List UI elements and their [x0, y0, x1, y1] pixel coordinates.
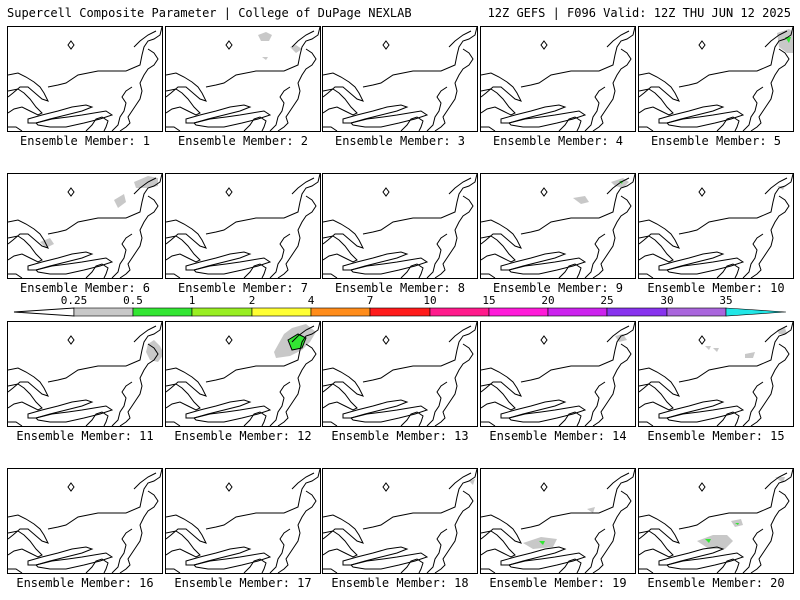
ensemble-panel-3 — [322, 26, 478, 132]
ensemble-panel-17 — [165, 468, 321, 574]
model-run-title: 12Z GEFS | F096 Valid: 12Z THU JUN 12 20… — [487, 6, 791, 20]
basemap-graphic — [166, 174, 320, 278]
ensemble-member-label: Ensemble Member: 3 — [334, 134, 466, 148]
ensemble-member-label: Ensemble Member: 2 — [177, 134, 309, 148]
colorbar-tick-label: 0.5 — [123, 294, 143, 307]
ensemble-member-label: Ensemble Member: 12 — [174, 429, 312, 443]
colorbar-tick-label: 35 — [719, 294, 733, 307]
ensemble-member-label: Ensemble Member: 20 — [647, 576, 785, 590]
ensemble-panel-14 — [480, 321, 636, 427]
colorbar-swatch-6 — [369, 307, 431, 317]
ensemble-member-label: Ensemble Member: 10 — [647, 281, 785, 295]
ensemble-member-label: Ensemble Member: 1 — [19, 134, 151, 148]
basemap-graphic — [323, 322, 477, 426]
colorbar-lower-extension — [13, 307, 75, 317]
colorbar-tick-label: 0.25 — [60, 294, 88, 307]
basemap-graphic — [639, 322, 793, 426]
ensemble-member-label: Ensemble Member: 8 — [334, 281, 466, 295]
basemap-graphic — [8, 322, 162, 426]
colorbar-swatch-12 — [725, 307, 787, 317]
basemap-graphic — [166, 27, 320, 131]
colorbar-swatch-2 — [132, 307, 193, 317]
basemap-graphic — [323, 469, 477, 573]
basemap-graphic — [481, 322, 635, 426]
ensemble-panel-13 — [322, 321, 478, 427]
ensemble-panel-5 — [638, 26, 794, 132]
ensemble-panel-16 — [7, 468, 163, 574]
colorbar-swatch-9 — [547, 307, 608, 317]
ensemble-panel-6 — [7, 173, 163, 279]
ensemble-member-label: Ensemble Member: 18 — [331, 576, 469, 590]
ensemble-panel-2 — [165, 26, 321, 132]
ensemble-panel-4 — [480, 26, 636, 132]
ensemble-member-label: Ensemble Member: 14 — [489, 429, 627, 443]
basemap-graphic — [481, 469, 635, 573]
colorbar-swatch-1 — [73, 307, 134, 317]
basemap-graphic — [323, 174, 477, 278]
colorbar-tick-label: 1 — [188, 294, 196, 307]
basemap-graphic — [8, 469, 162, 573]
ensemble-member-label: Ensemble Member: 17 — [174, 576, 312, 590]
basemap-graphic — [481, 174, 635, 278]
colorbar-swatch-10 — [606, 307, 668, 317]
basemap-graphic — [639, 27, 793, 131]
colorbar-tick-label: 2 — [248, 294, 256, 307]
colorbar-tick-label: 15 — [482, 294, 496, 307]
colorbar-swatch-11 — [666, 307, 727, 317]
ensemble-panel-12 — [165, 321, 321, 427]
ensemble-member-label: Ensemble Member: 15 — [647, 429, 785, 443]
ensemble-panel-20 — [638, 468, 794, 574]
colorbar-swatch-8 — [488, 307, 549, 317]
ensemble-member-label: Ensemble Member: 5 — [650, 134, 782, 148]
ensemble-panel-9 — [480, 173, 636, 279]
ensemble-member-label: Ensemble Member: 6 — [19, 281, 151, 295]
basemap-graphic — [166, 469, 320, 573]
ensemble-member-label: Ensemble Member: 4 — [492, 134, 624, 148]
colorbar-tick-label: 30 — [660, 294, 674, 307]
ensemble-panel-19 — [480, 468, 636, 574]
ensemble-member-label: Ensemble Member: 9 — [492, 281, 624, 295]
basemap-graphic — [323, 27, 477, 131]
colorbar-tick-label: 20 — [541, 294, 555, 307]
ensemble-panel-18 — [322, 468, 478, 574]
ensemble-member-label: Ensemble Member: 19 — [489, 576, 627, 590]
colorbar-graphic — [13, 307, 787, 317]
ensemble-member-label: Ensemble Member: 7 — [177, 281, 309, 295]
ensemble-member-label: Ensemble Member: 16 — [16, 576, 154, 590]
colorbar-tick-label: 10 — [423, 294, 437, 307]
basemap-graphic — [639, 174, 793, 278]
colorbar-swatch-5 — [310, 307, 371, 317]
ensemble-panel-11 — [7, 321, 163, 427]
basemap-graphic — [639, 469, 793, 573]
colorbar-tick-label: 4 — [307, 294, 315, 307]
ensemble-panel-10 — [638, 173, 794, 279]
map-title: Supercell Composite Parameter | College … — [7, 6, 412, 20]
colorbar-swatch-4 — [251, 307, 312, 317]
colorbar-tick-label: 7 — [366, 294, 374, 307]
colorbar: 0.25 0.5 1 2 4 7 10 15 20 25 30 35 — [0, 294, 800, 326]
basemap-graphic — [8, 174, 162, 278]
ensemble-member-label: Ensemble Member: 13 — [331, 429, 469, 443]
ensemble-panel-15 — [638, 321, 794, 427]
ensemble-panel-7 — [165, 173, 321, 279]
basemap-graphic — [481, 27, 635, 131]
basemap-graphic — [166, 322, 320, 426]
colorbar-tick-label: 25 — [600, 294, 614, 307]
ensemble-panel-8 — [322, 173, 478, 279]
ensemble-panel-1 — [7, 26, 163, 132]
basemap-graphic — [8, 27, 162, 131]
colorbar-swatch-3 — [191, 307, 253, 317]
ensemble-member-label: Ensemble Member: 11 — [16, 429, 154, 443]
colorbar-swatch-7 — [429, 307, 490, 317]
